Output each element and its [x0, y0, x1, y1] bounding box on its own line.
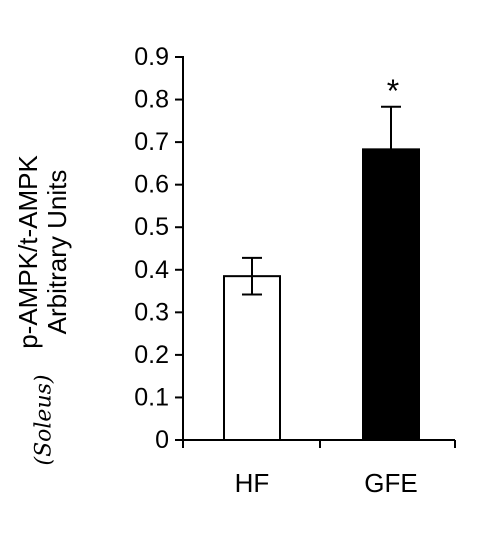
error-bars: [242, 105, 401, 296]
x-axis-labels: HF GFE: [235, 468, 418, 498]
y-axis-label-line1: p-AMPK/t-AMPK: [13, 155, 43, 349]
x-label-hf: HF: [235, 468, 270, 498]
y-tick-label: 0.9: [134, 43, 169, 71]
y-tick-label: 0: [155, 426, 169, 454]
y-tick-label: 0.6: [134, 171, 169, 199]
y-axis-label-line2: Arbitrary Units: [42, 170, 72, 335]
y-tick-label: 0.8: [134, 86, 169, 114]
y-axis-ticks: 0 0.1 0.2 0.3 0.4 0.5 0.6 0.7 0.8 0.9: [134, 43, 183, 454]
y-tick-label: 0.4: [134, 256, 169, 284]
y-tick-label: 0.5: [134, 213, 169, 241]
axes: [182, 56, 456, 448]
tissue-annotation: (Soleus): [32, 375, 57, 466]
significance-star: *: [387, 73, 399, 109]
y-tick-label: 0.1: [134, 383, 169, 411]
bar-gfe: [362, 148, 420, 441]
y-tick-label: 0.3: [134, 298, 169, 326]
significance-markers: *: [387, 73, 399, 109]
x-label-gfe: GFE: [364, 468, 417, 498]
y-tick-label: 0.7: [134, 128, 169, 156]
y-tick-label: 0.2: [134, 341, 169, 369]
bar-hf: [223, 275, 281, 441]
